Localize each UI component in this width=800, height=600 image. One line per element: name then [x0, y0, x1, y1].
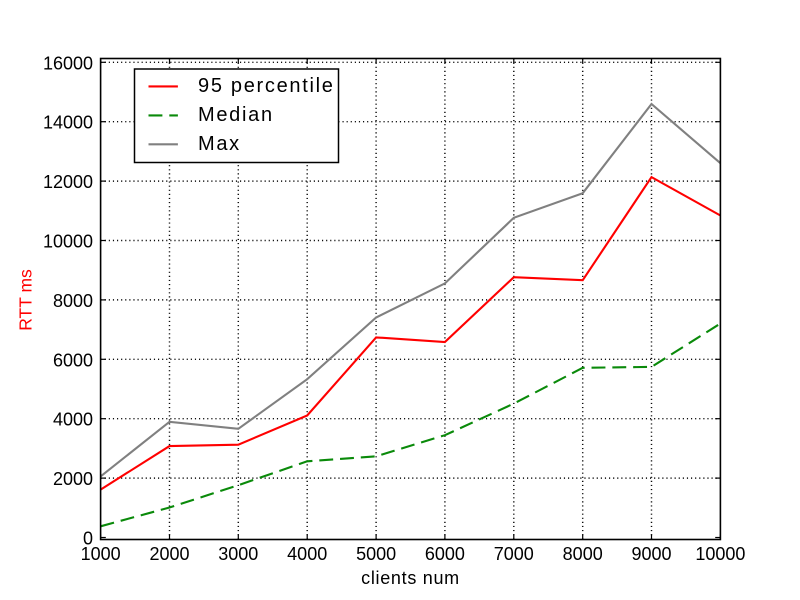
svg-text:2000: 2000	[149, 544, 189, 564]
svg-text:8000: 8000	[53, 291, 93, 311]
svg-text:Max: Max	[198, 133, 241, 155]
svg-text:0: 0	[83, 529, 93, 549]
svg-text:12000: 12000	[43, 172, 93, 192]
svg-text:5000: 5000	[356, 544, 396, 564]
svg-text:7000: 7000	[494, 544, 534, 564]
svg-text:4000: 4000	[287, 544, 327, 564]
svg-text:8000: 8000	[563, 544, 603, 564]
svg-text:clients num: clients num	[361, 568, 460, 588]
svg-text:6000: 6000	[53, 350, 93, 370]
svg-text:RTT ms: RTT ms	[16, 269, 36, 331]
svg-text:9000: 9000	[631, 544, 671, 564]
svg-text:4000: 4000	[53, 410, 93, 430]
svg-text:1000: 1000	[81, 544, 121, 564]
svg-text:3000: 3000	[218, 544, 258, 564]
svg-text:14000: 14000	[43, 113, 93, 133]
svg-text:10000: 10000	[43, 232, 93, 252]
svg-text:10000: 10000	[695, 544, 745, 564]
svg-text:16000: 16000	[43, 53, 93, 73]
svg-text:95 percentile: 95 percentile	[198, 75, 335, 97]
svg-text:6000: 6000	[425, 544, 465, 564]
svg-text:Median: Median	[198, 104, 274, 126]
svg-text:2000: 2000	[53, 469, 93, 489]
